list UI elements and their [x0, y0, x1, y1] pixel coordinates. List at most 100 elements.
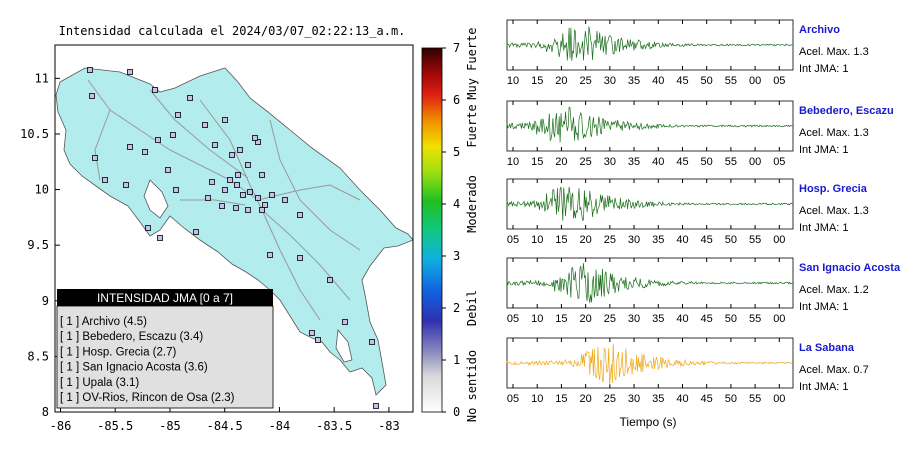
seismogram-panel: 05 10 15 20 25 30 35 40 45 50 55 00 La Sabana Acel. M…: [506, 337, 869, 405]
seismogram-panel: 05 10 15 20 25 30 35 40 45 50 55 00 San Ignacio Acos…: [506, 257, 901, 325]
trace-x-tick-label: 55: [725, 75, 737, 87]
trace-x-tick-label: 15: [531, 75, 543, 87]
map-y-tick-label: 8.5: [27, 349, 49, 363]
trace-x-tick-label: 45: [676, 75, 688, 87]
station-marker: [235, 172, 241, 178]
map-frame: [54, 44, 414, 413]
colorbar-category-label: No sentido: [465, 350, 479, 422]
colorbar: 0 1 2 3 4 5 6 7 No sentido Debil Moderado Fuerte Mu…: [421, 27, 479, 422]
trace-x-tick-label: 20: [555, 156, 567, 168]
map-y-axis: 11 10.5 10 9.5 9 8.5 8: [20, 71, 60, 419]
map-x-tick-label: -85: [159, 419, 181, 433]
trace-x-tick-label: 20: [580, 234, 592, 246]
trace-x-tick-label: 05: [507, 393, 519, 405]
station-marker: [89, 93, 95, 99]
station-marker: [247, 189, 253, 195]
legend-item: [ 1 ] San Ignacio Acosta (3.6): [60, 362, 208, 374]
station-marker: [229, 152, 235, 158]
colorbar-category-label: Fuerte: [465, 104, 479, 147]
trace-x-tick-label: 50: [701, 156, 713, 168]
trace-x-tick-label: 25: [604, 393, 616, 405]
trace-x-tick-label: 25: [580, 75, 592, 87]
colorbar-category-label: Moderado: [465, 175, 479, 233]
station-marker: [173, 187, 179, 193]
station-marker: [373, 403, 379, 409]
trace-x-tick-label: 35: [652, 313, 664, 325]
station-marker: [262, 202, 268, 208]
station-marker: [255, 139, 261, 145]
accel-max-label: Acel. Max. 0.7: [799, 364, 869, 376]
trace-x-tick-label: 40: [676, 393, 688, 405]
trace-x-tick-label: 30: [604, 156, 616, 168]
trace-x-tick-label: 40: [652, 156, 664, 168]
trace-x-tick-label: 50: [725, 393, 737, 405]
station-marker: [259, 172, 265, 178]
trace-x-tick-label: 55: [749, 313, 761, 325]
int-jma-label: Int JMA: 1: [799, 222, 849, 234]
legend: INTENSIDAD JMA [0 a 7] [ 1 ] Archivo (4.…: [56, 289, 274, 409]
map-x-axis: -86 -85.5 -85 -84.5 -84 -83.5 -83: [50, 407, 400, 433]
trace-x-tick-label: 20: [580, 313, 592, 325]
station-marker: [175, 112, 181, 118]
trace-x-tick-label: 40: [652, 75, 664, 87]
station-marker: [267, 252, 273, 258]
station-marker: [102, 177, 108, 183]
station-marker: [237, 147, 243, 153]
colorbar-tick-label: 1: [453, 353, 460, 367]
trace-x-tick-label: 00: [749, 75, 761, 87]
map-y-tick-label: 11: [35, 71, 49, 85]
trace-x-tick-label: 35: [628, 156, 640, 168]
station-marker: [245, 207, 251, 213]
station-marker: [297, 212, 303, 218]
map-x-tick-label: -83.5: [316, 419, 352, 433]
trace-x-tick-label: 15: [531, 156, 543, 168]
station-marker: [282, 197, 288, 203]
station-marker: [222, 117, 228, 123]
map-x-tick-label: -86: [50, 419, 72, 433]
station-marker: [227, 177, 233, 183]
station-marker: [233, 205, 239, 211]
station-marker: [193, 229, 199, 235]
trace-x-tick-label: 35: [652, 393, 664, 405]
trace-x-tick-label: 05: [507, 313, 519, 325]
int-jma-label: Int JMA: 1: [799, 381, 849, 393]
station-marker: [205, 195, 211, 201]
golfo-dulce: [335, 329, 353, 363]
map-y-tick-label: 10.5: [20, 127, 49, 141]
trace-x-tick-label: 35: [628, 75, 640, 87]
station-name: Hosp. Grecia: [799, 183, 868, 195]
roads: [87, 79, 361, 321]
trace-x-tick-label: 00: [749, 156, 761, 168]
station-name: La Sabana: [799, 342, 855, 354]
station-marker: [212, 142, 218, 148]
int-jma-label: Int JMA: 1: [799, 63, 849, 75]
map-y-tick-label: 10: [35, 183, 49, 197]
colorbar-tick-label: 4: [453, 197, 460, 211]
trace-x-tick-label: 30: [628, 393, 640, 405]
waveform-line: [506, 106, 793, 143]
int-jma-label: Int JMA: 1: [799, 144, 849, 156]
trace-x-tick-label: 45: [701, 313, 713, 325]
trace-x-tick-label: 05: [773, 75, 785, 87]
trace-x-tick-label: 25: [580, 156, 592, 168]
trace-x-tick-label: 55: [725, 156, 737, 168]
legend-item: [ 1 ] Hosp. Grecia (2.7): [60, 346, 176, 358]
station-marker: [255, 195, 261, 201]
station-marker: [259, 207, 265, 213]
trace-x-tick-label: 25: [604, 313, 616, 325]
station-marker: [342, 319, 348, 325]
accel-max-label: Acel. Max. 1.2: [799, 284, 869, 296]
trace-x-tick-label: 55: [749, 234, 761, 246]
panel-frame: [506, 337, 794, 389]
trace-x-tick-label: 20: [555, 75, 567, 87]
trace-x-tick-label: 55: [749, 393, 761, 405]
x-axis-label: Tiempo (s): [620, 415, 677, 429]
station-marker: [127, 69, 133, 75]
colorbar-tick-label: 2: [453, 301, 460, 315]
colorbar-category-label: Muy Fuerte: [465, 27, 479, 99]
trace-x-tick-label: 45: [701, 393, 713, 405]
legend-title: INTENSIDAD JMA [0 a 7]: [97, 291, 233, 305]
station-name: Archivo: [799, 24, 840, 36]
map-panel: -86 -85.5 -85 -84.5 -84 -83.5 -83 11 10.5 10 9.5 9…: [20, 44, 414, 433]
accel-max-label: Acel. Max. 1.3: [799, 127, 869, 139]
